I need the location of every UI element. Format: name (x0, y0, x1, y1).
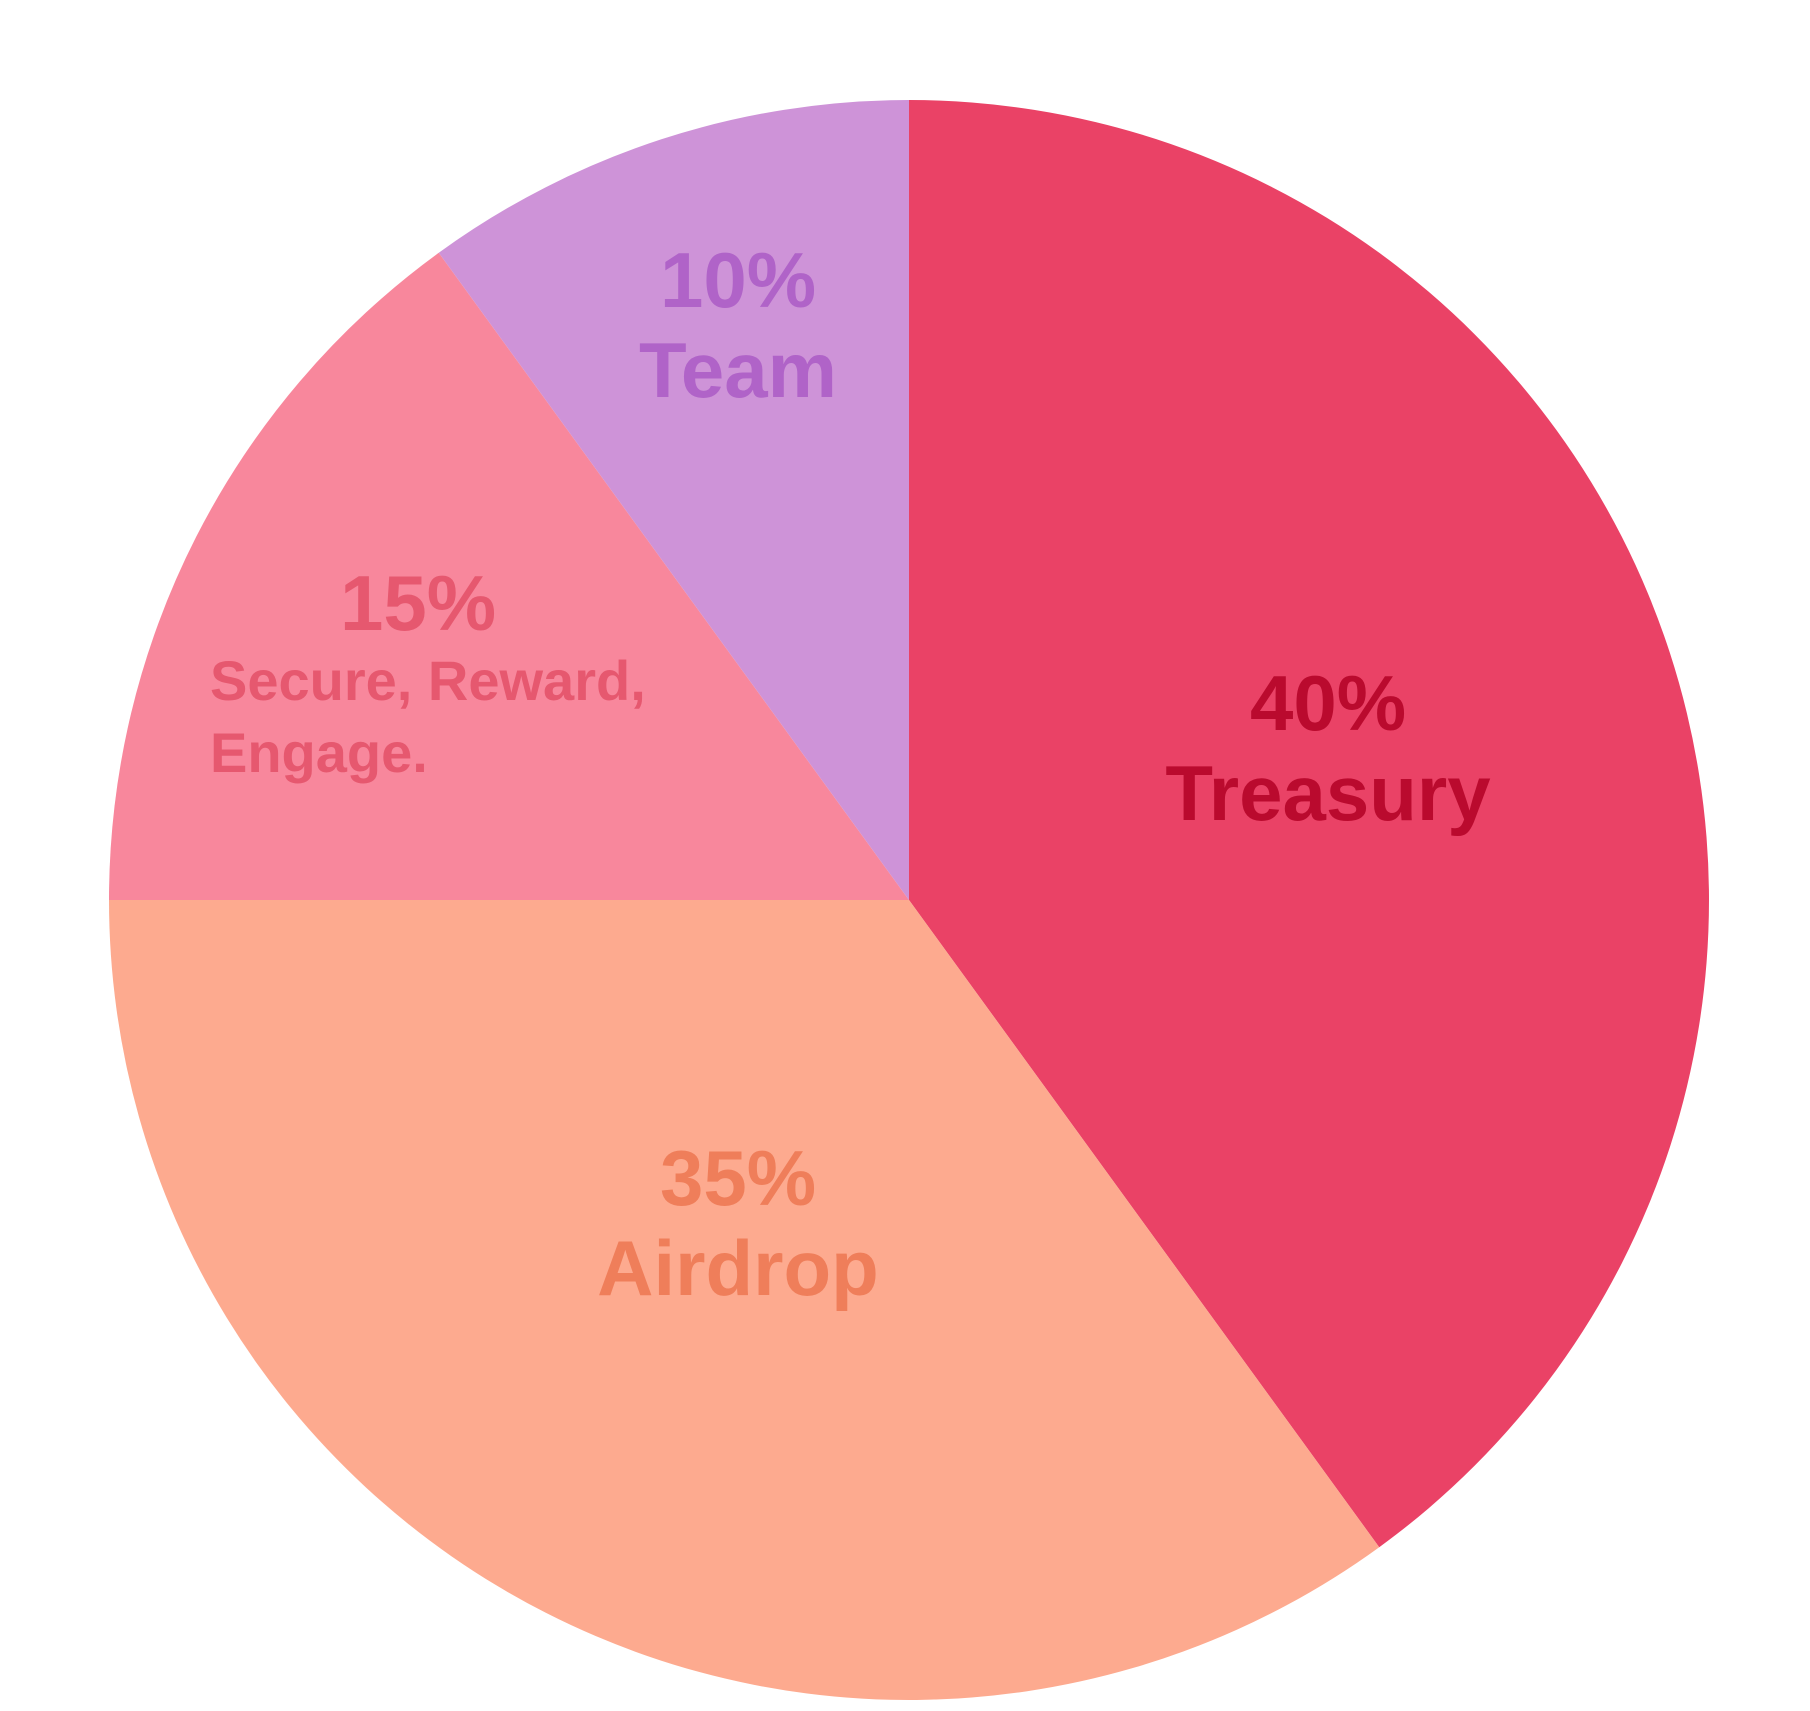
pie-slice-secure-reward (109, 252, 909, 901)
pie-slices (109, 100, 1709, 1700)
slice-category-label: Secure, Reward, (210, 649, 646, 712)
pie-slice-airdrop (109, 900, 1380, 1700)
pie-slice-treasury (909, 100, 1709, 1548)
pie-slice-team (438, 100, 909, 900)
slice-category-label: Team (639, 326, 837, 414)
slice-percent-label: 35% (660, 1134, 816, 1222)
pie-labels: 40%Treasury 35%Airdrop 15%Secure, Reward, E… (210, 236, 1491, 1312)
slice-category-label: Treasury (1165, 749, 1490, 837)
slice-percent-label: 15% (340, 559, 496, 647)
slice-category-label: Airdrop (597, 1224, 879, 1312)
slice-category-label: Engage. (210, 721, 428, 784)
slice-percent-label: 40% (1250, 659, 1406, 747)
slice-percent-label: 10% (660, 236, 816, 324)
